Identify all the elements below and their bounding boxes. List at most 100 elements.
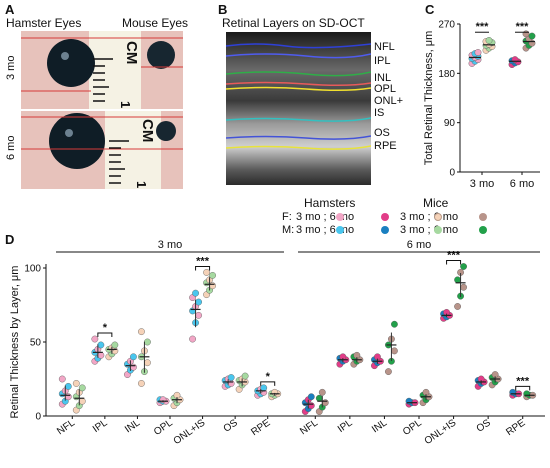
d-x-tick-label: IPL: [336, 417, 355, 435]
c-sig-stars: ***: [476, 21, 490, 33]
d-data-point: [315, 394, 323, 402]
c-x-tick-label: 3 mo: [470, 178, 494, 190]
c-x-tick-label: 6 mo: [510, 178, 534, 190]
ruler-ticks: [93, 58, 113, 102]
legend-prefix-m: M:: [282, 224, 295, 236]
c-data-point: [528, 32, 536, 40]
d-x-tick-label: INL: [123, 417, 142, 435]
d-data-point: [97, 351, 105, 359]
legend-mice-f-text: 3 mo ; 6 mo: [400, 211, 459, 223]
d-data-point: [144, 338, 151, 346]
legend-dot-mouse-m-6mo: [479, 226, 487, 234]
d-sig-stars: *: [266, 371, 271, 383]
ruler-unit-text: CM: [139, 119, 156, 142]
row-label-6mo: 6 mo: [5, 135, 17, 160]
d-data-point: [189, 335, 196, 343]
is-boundary: [225, 117, 372, 122]
d-y-tick-label: 100: [24, 264, 41, 275]
hamster-eye: [47, 39, 95, 87]
d-sig-bracket: [260, 381, 276, 386]
oct-title: Retinal Layers on SD-OCT: [222, 16, 365, 30]
legend-prefix-f: F:: [282, 211, 292, 223]
d-x-tick-label: OPL: [401, 417, 424, 438]
d-sig-stars: ***: [447, 250, 461, 262]
d-data-point: [138, 328, 145, 336]
d-x-tick-label: NFL: [298, 417, 320, 437]
layer-label-ipl: IPL: [374, 55, 391, 67]
d-data-point: [111, 341, 119, 349]
d-sig-stars: *: [103, 322, 108, 334]
legend-dot-mouse-m-3mo: [434, 226, 442, 234]
layer-label-onl: ONL+: [374, 95, 404, 107]
d-data-point: [241, 372, 249, 380]
d-y-axis-label: Retinal Thickness by Layer, μm: [9, 266, 21, 419]
d-data-point: [91, 335, 99, 343]
opl-boundary: [225, 81, 372, 87]
legend-mice-m-text: 3 mo ; 6 mo: [400, 224, 459, 236]
d-data-point: [58, 375, 66, 383]
d-x-tick-label: INL: [370, 417, 389, 435]
d-data-point: [318, 388, 326, 396]
d-y-tick-label: 50: [30, 338, 42, 349]
d-data-point: [307, 402, 315, 410]
d-data-point: [509, 388, 517, 396]
hamster-eyes-title: Hamster Eyes: [6, 16, 82, 30]
d-sig-bracket: [97, 332, 113, 338]
oct-image-drawing: [225, 32, 372, 185]
d-data-point: [78, 397, 86, 405]
ruler-ticks: [109, 140, 129, 184]
d-data-point: [307, 393, 315, 401]
legend-row-f: F: 3 mo ; 6 mo 3 mo ; 6 mo: [282, 211, 550, 226]
mouse-eyes-title: Mouse Eyes: [122, 16, 189, 30]
legend-hamsters-m-text: 3 mo ; 6 mo: [296, 224, 355, 236]
d-data-point: [72, 380, 80, 387]
d-sig-bracket: [515, 385, 531, 391]
d-data-point: [97, 341, 105, 349]
layer-label-rpe: RPE: [374, 140, 397, 152]
os-boundary: [225, 135, 372, 140]
layer-label-is: IS: [374, 107, 385, 119]
legend-dot-mouse-f-6mo: [479, 213, 487, 221]
mouse-eye: [147, 41, 175, 69]
d-x-tick-label: RPE: [504, 417, 527, 438]
d-data-point: [460, 263, 467, 270]
d-data-point: [260, 384, 268, 392]
layer-label-opl: OPL: [374, 83, 397, 95]
d-data-point: [78, 384, 86, 392]
d-data-point: [227, 374, 235, 381]
legend-mice-title: Mice: [423, 196, 449, 210]
panel-c-letter: C: [425, 2, 435, 17]
layer-label-nfl: NFL: [374, 41, 395, 53]
d-x-tick-label: ONL+IS: [172, 417, 208, 447]
d-data-point: [195, 311, 202, 319]
inl-boundary: [225, 71, 372, 77]
eye-highlight: [61, 52, 69, 60]
eye-photo-6mo: CM 1: [21, 111, 183, 189]
onl-boundary: [225, 86, 372, 92]
d-data-point: [144, 359, 151, 367]
c-y-axis-label: Total Retinal Thickness, μm: [423, 31, 435, 166]
legend-dot-hamster-m-3mo: [336, 226, 344, 234]
c-sig-stars: ***: [516, 21, 530, 33]
c-data-point: [474, 49, 482, 56]
d-sig-stars: ***: [196, 255, 210, 267]
d-section-title: 6 mo: [407, 240, 431, 251]
c-y-tick-label: 180: [438, 69, 455, 80]
nfl-boundary: [225, 43, 372, 49]
legend-hamsters-f-text: 3 mo ; 6 mo: [296, 211, 355, 223]
d-data-point: [454, 303, 461, 310]
mouse-eye: [156, 121, 176, 141]
row-label-3mo: 3 mo: [5, 55, 17, 80]
ruler-digit-text: 1: [134, 181, 149, 188]
legend-hamsters-title: Hamsters: [304, 196, 356, 210]
rpe-boundary: [225, 145, 372, 150]
d-data-point: [138, 380, 145, 387]
d-x-tick-label: RPE: [249, 417, 272, 438]
layer-label-os: OS: [374, 127, 390, 139]
c-data-point: [485, 37, 493, 44]
d-x-tick-label: ONL+IS: [423, 417, 459, 447]
d-section-title: 3 mo: [158, 240, 182, 251]
panel-a-letter: A: [5, 2, 15, 17]
